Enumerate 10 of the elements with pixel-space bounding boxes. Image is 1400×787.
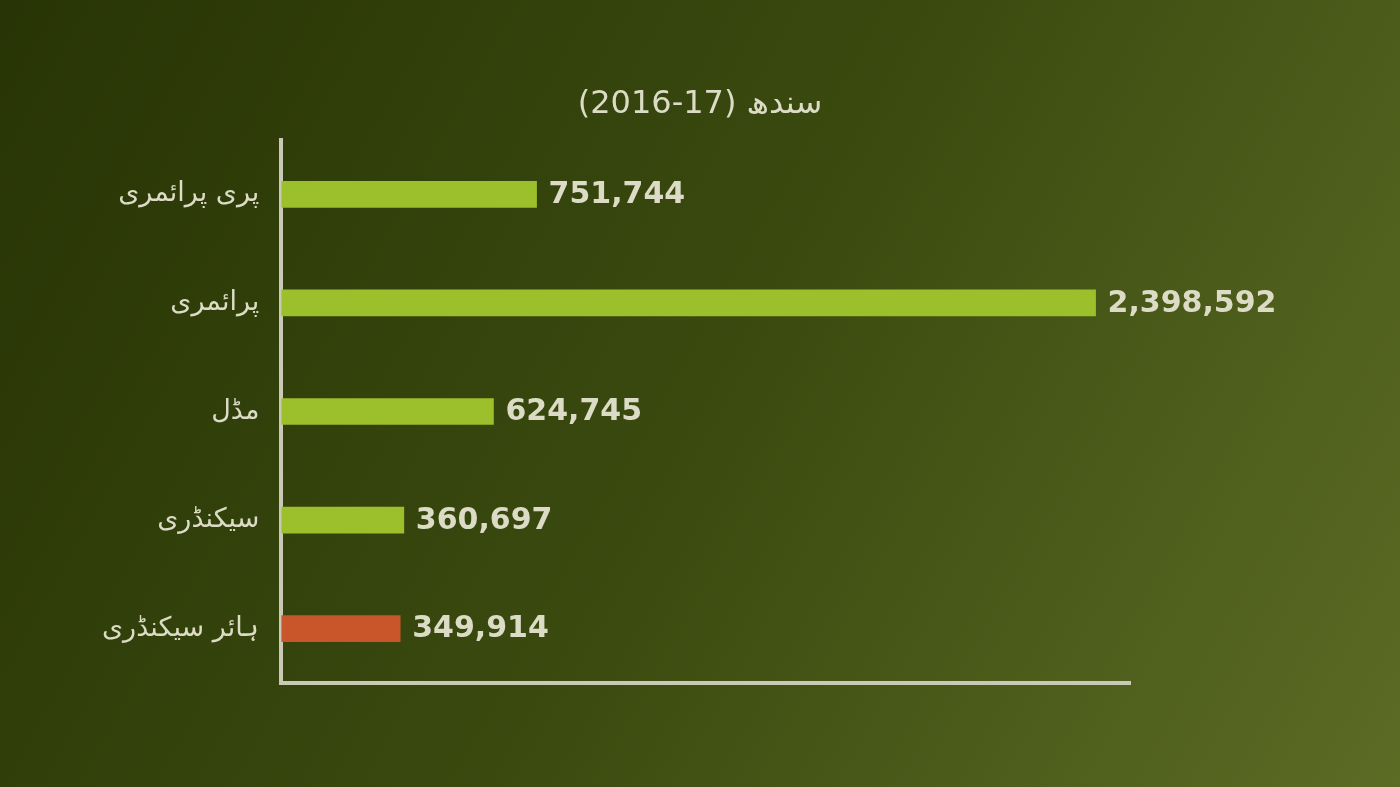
y-tick-label: سیکنڈری <box>157 502 260 535</box>
y-tick-label: پری پرائمری <box>118 176 260 209</box>
y-tick-label: مڈل <box>211 393 260 425</box>
y-tick-label: ہائر سیکنڈری <box>101 610 260 643</box>
data-label: 2,398,592 <box>1107 283 1277 319</box>
data-label: 624,745 <box>505 392 643 428</box>
data-label: 349,914 <box>412 609 549 645</box>
y-tick-label: پرائمری <box>170 284 260 317</box>
data-label: 751,744 <box>548 175 686 211</box>
data-label: 360,697 <box>415 500 553 536</box>
